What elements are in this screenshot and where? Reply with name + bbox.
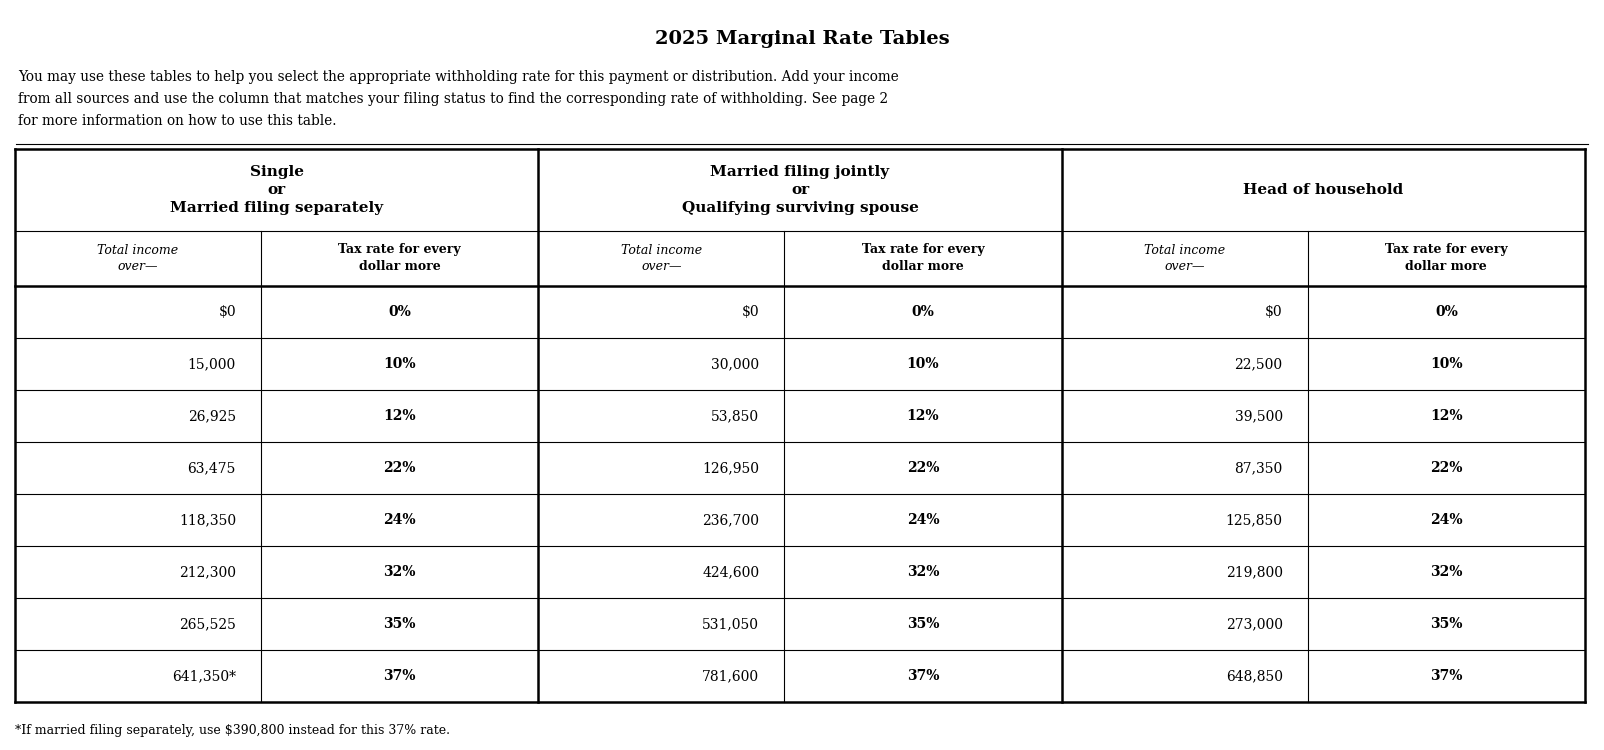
Text: 32%: 32% bbox=[1431, 565, 1463, 579]
Text: 236,700: 236,700 bbox=[703, 513, 759, 527]
Text: 15,000: 15,000 bbox=[188, 357, 236, 371]
Text: 32%: 32% bbox=[383, 565, 415, 579]
Text: 35%: 35% bbox=[906, 617, 940, 631]
Text: Total income
over—: Total income over— bbox=[98, 244, 178, 274]
Text: 531,050: 531,050 bbox=[703, 617, 759, 631]
Text: 24%: 24% bbox=[1431, 513, 1463, 527]
Text: Single
or
Married filing separately: Single or Married filing separately bbox=[170, 164, 383, 215]
Text: 648,850: 648,850 bbox=[1225, 669, 1283, 683]
Text: 35%: 35% bbox=[1431, 617, 1463, 631]
Text: 641,350*: 641,350* bbox=[172, 669, 236, 683]
Text: 126,950: 126,950 bbox=[703, 461, 759, 475]
Text: 32%: 32% bbox=[906, 565, 940, 579]
Text: Tax rate for every
dollar more: Tax rate for every dollar more bbox=[1384, 244, 1508, 274]
Text: 35%: 35% bbox=[383, 617, 415, 631]
Text: 26,925: 26,925 bbox=[188, 409, 236, 423]
Text: 219,800: 219,800 bbox=[1225, 565, 1283, 579]
Text: Tax rate for every
dollar more: Tax rate for every dollar more bbox=[861, 244, 985, 274]
Text: 10%: 10% bbox=[906, 357, 940, 371]
Text: 118,350: 118,350 bbox=[178, 513, 236, 527]
Text: $0: $0 bbox=[741, 305, 759, 319]
Text: 0%: 0% bbox=[1436, 305, 1458, 319]
Text: 22%: 22% bbox=[1431, 461, 1463, 475]
Text: 10%: 10% bbox=[383, 357, 415, 371]
Text: 125,850: 125,850 bbox=[1225, 513, 1283, 527]
Text: 10%: 10% bbox=[1431, 357, 1463, 371]
Text: 12%: 12% bbox=[906, 409, 940, 423]
Text: Married filing jointly
or
Qualifying surviving spouse: Married filing jointly or Qualifying sur… bbox=[682, 164, 919, 215]
Text: for more information on how to use this table.: for more information on how to use this … bbox=[18, 114, 337, 128]
Text: 37%: 37% bbox=[383, 669, 415, 683]
Text: from all sources and use the column that matches your filing status to find the : from all sources and use the column that… bbox=[18, 92, 889, 106]
Text: 53,850: 53,850 bbox=[711, 409, 759, 423]
Text: $0: $0 bbox=[218, 305, 236, 319]
Text: 265,525: 265,525 bbox=[180, 617, 236, 631]
Text: 424,600: 424,600 bbox=[703, 565, 759, 579]
Text: 24%: 24% bbox=[383, 513, 415, 527]
Text: 0%: 0% bbox=[911, 305, 935, 319]
Text: 37%: 37% bbox=[1431, 669, 1463, 683]
Text: 87,350: 87,350 bbox=[1235, 461, 1283, 475]
Text: 24%: 24% bbox=[906, 513, 940, 527]
Text: Total income
over—: Total income over— bbox=[1144, 244, 1225, 274]
Text: Head of household: Head of household bbox=[1243, 183, 1404, 197]
Text: 39,500: 39,500 bbox=[1235, 409, 1283, 423]
Text: You may use these tables to help you select the appropriate withholding rate for: You may use these tables to help you sel… bbox=[18, 70, 898, 84]
Text: 0%: 0% bbox=[388, 305, 411, 319]
Text: *If married filing separately, use $390,800 instead for this 37% rate.: *If married filing separately, use $390,… bbox=[14, 724, 451, 737]
Text: 12%: 12% bbox=[383, 409, 415, 423]
Text: $0: $0 bbox=[1266, 305, 1283, 319]
Text: 781,600: 781,600 bbox=[703, 669, 759, 683]
Text: 212,300: 212,300 bbox=[180, 565, 236, 579]
Text: 22%: 22% bbox=[383, 461, 415, 475]
Text: 273,000: 273,000 bbox=[1225, 617, 1283, 631]
Text: 22%: 22% bbox=[906, 461, 940, 475]
Text: 12%: 12% bbox=[1431, 409, 1463, 423]
Text: 30,000: 30,000 bbox=[711, 357, 759, 371]
Text: 63,475: 63,475 bbox=[188, 461, 236, 475]
Text: 37%: 37% bbox=[906, 669, 940, 683]
Text: Total income
over—: Total income over— bbox=[621, 244, 703, 274]
Text: 22,500: 22,500 bbox=[1235, 357, 1283, 371]
Text: 2025 Marginal Rate Tables: 2025 Marginal Rate Tables bbox=[654, 30, 950, 48]
Text: Tax rate for every
dollar more: Tax rate for every dollar more bbox=[338, 244, 460, 274]
